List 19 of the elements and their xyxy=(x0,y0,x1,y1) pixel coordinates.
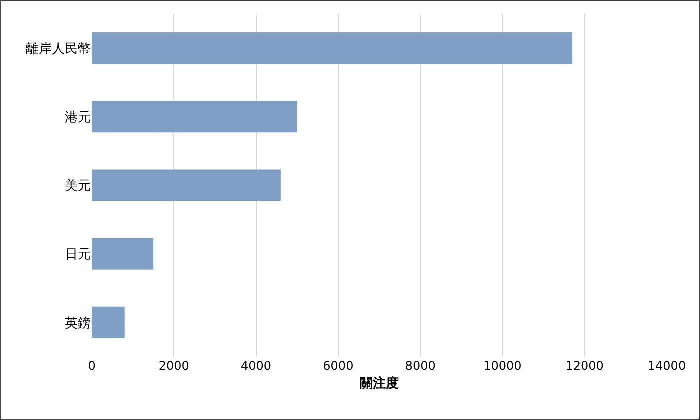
x-tick-label: 2000 xyxy=(158,359,190,373)
x-tick-label: 12000 xyxy=(566,359,604,373)
x-tick-label: 0 xyxy=(88,359,96,373)
x-tick-label: 10000 xyxy=(484,359,522,373)
y-tick-label: 英鎊 xyxy=(65,316,91,332)
y-tick-label: 美元 xyxy=(65,178,91,194)
x-tick-label: 6000 xyxy=(323,359,354,373)
bar xyxy=(92,32,573,64)
bar xyxy=(92,101,298,133)
x-tick-label: 14000 xyxy=(648,359,686,373)
bar xyxy=(92,238,154,270)
bar xyxy=(92,306,125,338)
y-tick-label: 日元 xyxy=(65,248,91,263)
x-tick-label: 4000 xyxy=(241,359,272,373)
bar xyxy=(92,170,281,202)
x-axis-title: 關注度 xyxy=(360,376,399,392)
y-tick-label: 離岸人民幣 xyxy=(26,42,91,57)
x-tick-label: 8000 xyxy=(405,359,436,373)
y-tick-label: 港元 xyxy=(65,110,91,126)
